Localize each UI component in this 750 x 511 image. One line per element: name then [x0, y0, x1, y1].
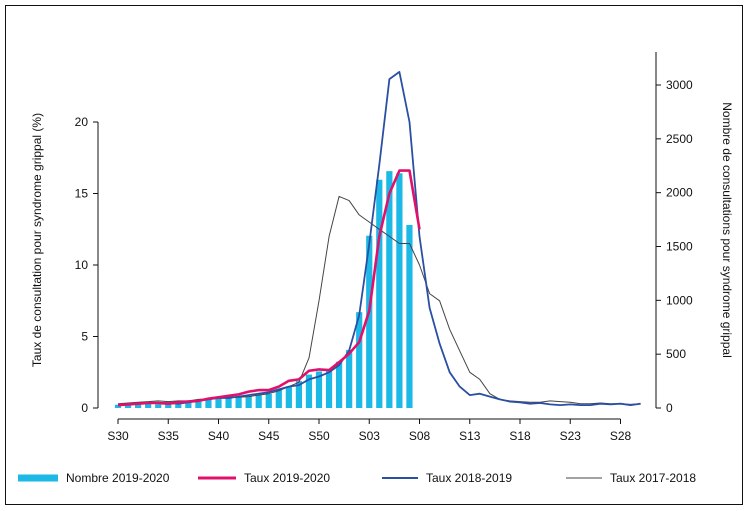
bar-series	[114, 171, 413, 408]
right-tick-label: 2000	[666, 186, 693, 200]
bar	[376, 179, 383, 408]
bar	[245, 396, 252, 408]
bar	[225, 397, 232, 408]
legend-label: Taux 2019-2020	[244, 471, 330, 485]
left-y-axis: 0 5 10 15 20	[75, 115, 99, 415]
left-axis-title: Taux de consultation pour syndrome gripp…	[30, 113, 44, 367]
x-tick-label: S18	[509, 429, 531, 443]
right-axis-title: Nombre de consultations pour syndrome gr…	[720, 102, 734, 357]
legend-label: Taux 2017-2018	[610, 471, 696, 485]
bar	[185, 401, 192, 408]
legend-item: Taux 2017-2018	[566, 471, 696, 485]
right-tick-label: 1500	[666, 240, 693, 254]
x-tick-label: S28	[610, 429, 632, 443]
bar	[285, 386, 292, 408]
legend-swatch	[382, 477, 418, 479]
legend-label: Taux 2018-2019	[426, 471, 512, 485]
x-tick-label: S50	[308, 429, 330, 443]
bar	[124, 404, 132, 408]
bar	[406, 224, 413, 408]
bar	[235, 397, 242, 408]
x-tick-label: S40	[208, 429, 230, 443]
x-axis: S30 S35 S40 S45 S50 S03 S08 S13 S18 S23 S28	[107, 418, 632, 443]
x-tick-label: S35	[158, 429, 180, 443]
bar	[336, 361, 343, 408]
bar	[155, 404, 162, 408]
bar	[315, 371, 323, 408]
bar	[114, 404, 122, 408]
left-tick-label: 10	[75, 258, 89, 272]
line-series	[117, 71, 641, 407]
right-tick-label: 2500	[666, 132, 693, 146]
bar	[145, 403, 152, 408]
series-line	[117, 169, 421, 407]
x-tick-label: S23	[560, 429, 582, 443]
bar	[175, 404, 182, 408]
bar	[195, 400, 202, 408]
left-tick-label: 5	[81, 330, 88, 344]
x-tick-label: S13	[459, 429, 481, 443]
right-tick-label: 3000	[666, 78, 693, 92]
legend-swatch	[18, 474, 58, 482]
right-tick-label: 0	[666, 401, 673, 415]
bar	[265, 394, 272, 408]
x-tick-label: S08	[409, 429, 431, 443]
bar	[205, 398, 212, 408]
left-tick-label: 0	[81, 401, 88, 415]
left-tick-label: 15	[75, 187, 89, 201]
legend-item: Taux 2019-2020	[198, 471, 330, 485]
bar	[305, 374, 313, 408]
bar	[396, 173, 403, 408]
legend-swatch	[566, 477, 602, 479]
x-tick-label: S45	[258, 429, 280, 443]
legend-swatch	[198, 476, 236, 480]
bar	[135, 404, 142, 408]
bar	[325, 369, 333, 408]
right-tick-label: 1000	[666, 293, 693, 307]
bar	[356, 312, 363, 408]
right-tick-label: 500	[666, 347, 686, 361]
bar	[346, 349, 353, 408]
bar	[255, 395, 262, 408]
legend-label: Nombre 2019-2020	[66, 471, 170, 485]
legend-item: Nombre 2019-2020	[18, 471, 170, 485]
bar	[215, 397, 222, 408]
legend-item: Taux 2018-2019	[382, 471, 512, 485]
right-y-axis: 0 500 1000 1500 2000 2500 3000	[655, 52, 693, 415]
bar	[275, 389, 282, 408]
x-tick-label: S30	[107, 429, 129, 443]
left-tick-label: 20	[75, 115, 89, 129]
bar	[165, 404, 172, 408]
legend: Nombre 2019-2020 Taux 2019-2020 Taux 2018-…	[18, 471, 696, 485]
bar	[386, 171, 393, 408]
bar	[366, 235, 373, 408]
x-tick-label: S03	[359, 429, 381, 443]
bar	[295, 381, 302, 408]
